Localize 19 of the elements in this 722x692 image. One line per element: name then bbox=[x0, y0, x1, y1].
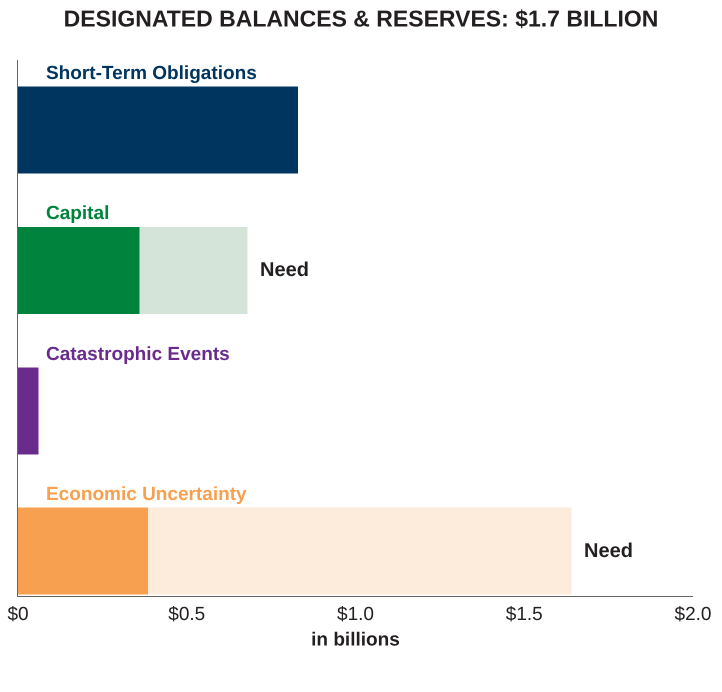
bar bbox=[18, 508, 148, 595]
bar bbox=[148, 508, 572, 595]
x-tick-label: $0.5 bbox=[168, 604, 206, 625]
y-tick-label: Short-Term Obligations bbox=[46, 63, 257, 84]
annotation: Need bbox=[584, 540, 633, 562]
bar bbox=[18, 226, 140, 314]
y-tick-label: Economic Uncertainty bbox=[46, 484, 248, 505]
x-tick-label: $0 bbox=[7, 604, 29, 625]
y-tick-label: Catastrophic Events bbox=[46, 344, 230, 365]
x-tick-label: $1.0 bbox=[337, 604, 374, 625]
bar bbox=[18, 86, 298, 174]
annotation: Need bbox=[260, 259, 309, 281]
bar bbox=[140, 226, 248, 314]
x-axis-title: in billions bbox=[311, 630, 400, 651]
y-tick-label: Capital bbox=[46, 203, 110, 224]
chart-title: DESIGNATED BALANCES & RESERVES: $1.7 BILLION bbox=[64, 5, 658, 32]
x-tick-label: $1.5 bbox=[506, 604, 543, 625]
x-tick-label: $2.0 bbox=[674, 604, 712, 625]
bar bbox=[18, 367, 38, 454]
